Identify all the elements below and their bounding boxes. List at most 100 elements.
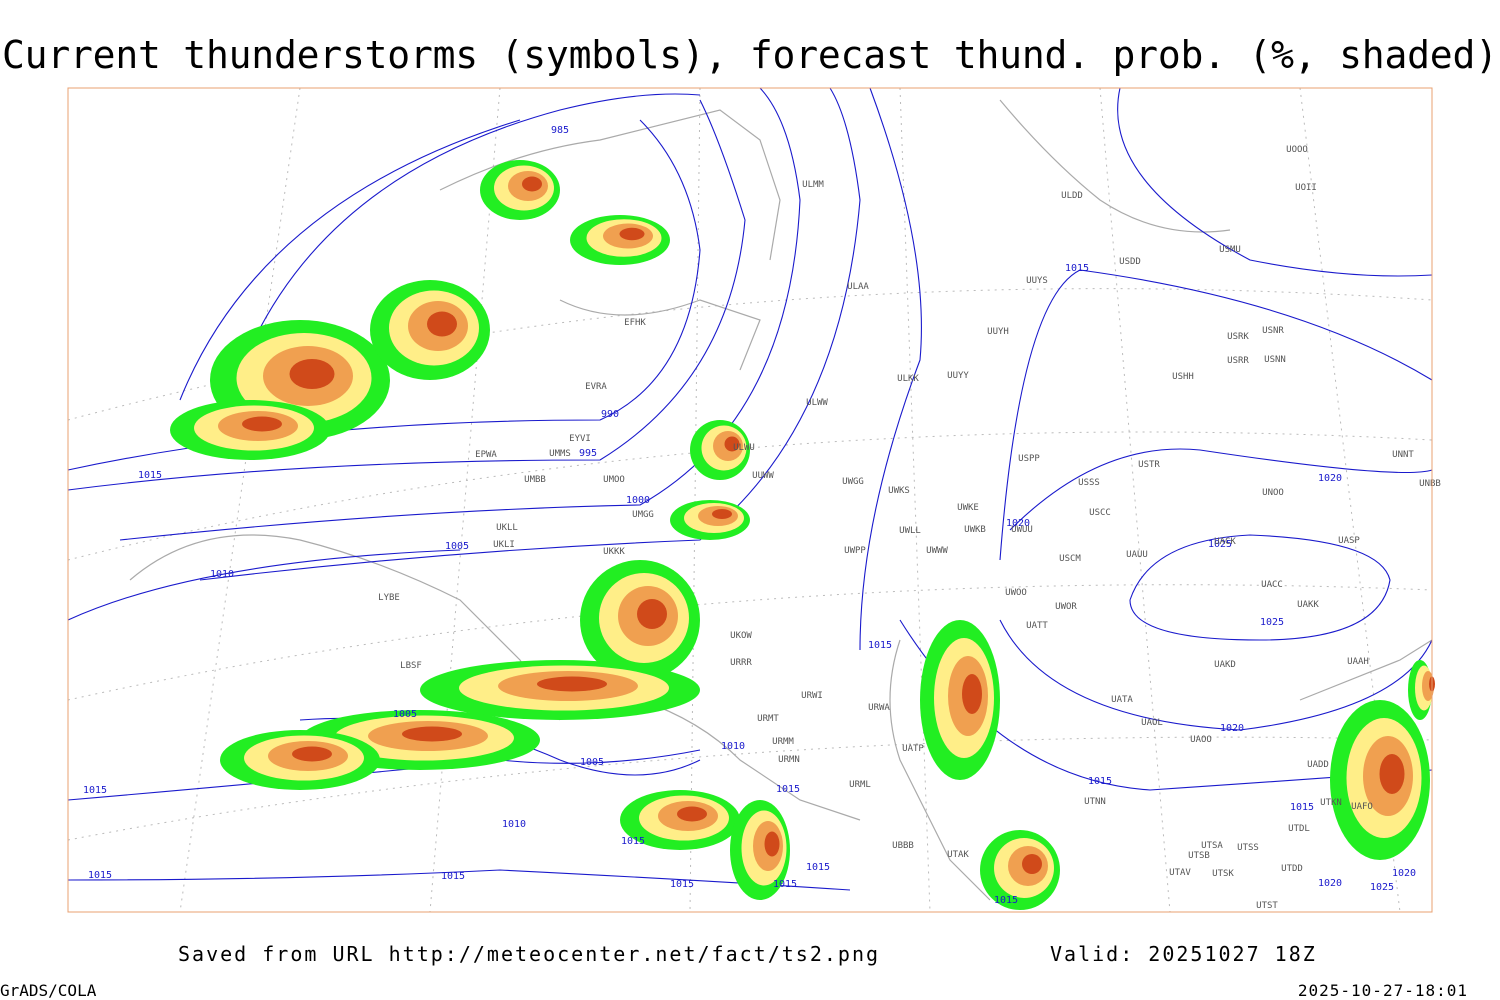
station-label: UWUU bbox=[1011, 525, 1033, 535]
station-label: URMT bbox=[757, 714, 779, 724]
isobar-label: 1000 bbox=[626, 495, 650, 506]
station-label: UADD bbox=[1307, 760, 1329, 770]
station-label: UNOO bbox=[1262, 488, 1284, 498]
station-label: UWKB bbox=[964, 525, 986, 535]
isobar-label: 1015 bbox=[138, 470, 162, 481]
station-label: UTSS bbox=[1237, 843, 1259, 853]
timestamp: 2025-10-27-18:01 bbox=[1298, 981, 1468, 1000]
station-label: UMMS bbox=[549, 449, 571, 459]
station-label: UOOO bbox=[1286, 145, 1308, 155]
station-label: USRR bbox=[1227, 356, 1249, 366]
isobar-label: 1010 bbox=[721, 741, 745, 752]
station-label: UTNN bbox=[1084, 797, 1106, 807]
prob-area bbox=[402, 726, 462, 742]
source-url: Saved from URL http://meteocenter.net/fa… bbox=[178, 942, 880, 966]
station-label: UWKE bbox=[957, 503, 979, 513]
isobar-label: 1005 bbox=[393, 709, 417, 720]
isobar-label: 1015 bbox=[670, 879, 694, 890]
station-label: UTAK bbox=[947, 850, 969, 860]
prob-area bbox=[292, 746, 332, 762]
station-label: USRK bbox=[1227, 332, 1249, 342]
isobar-label: 1010 bbox=[210, 569, 234, 580]
station-label: UUYS bbox=[1026, 276, 1048, 286]
isobar-label: 1015 bbox=[83, 785, 107, 796]
station-label: UAOO bbox=[1190, 735, 1212, 745]
isobar-label: 1015 bbox=[806, 862, 830, 873]
station-label: USMU bbox=[1219, 245, 1241, 255]
station-label: LYBE bbox=[378, 593, 400, 603]
station-label: UKKK bbox=[603, 547, 625, 557]
station-label: UTKN bbox=[1320, 798, 1342, 808]
isobar-label: 1015 bbox=[1065, 263, 1089, 274]
station-label: UASP bbox=[1338, 536, 1360, 546]
station-label: UKLI bbox=[493, 540, 515, 550]
station-label: UATP bbox=[902, 744, 924, 754]
station-label: UKOW bbox=[730, 631, 752, 641]
isobar-label: 1015 bbox=[776, 784, 800, 795]
isobar-label: 1020 bbox=[1006, 518, 1030, 529]
station-label: UNNT bbox=[1392, 450, 1414, 460]
prob-area bbox=[637, 599, 667, 629]
prob-area bbox=[427, 311, 457, 337]
isobar-label: 1020 bbox=[1392, 868, 1416, 879]
station-label: UTSK bbox=[1212, 869, 1234, 879]
station-label: UAAH bbox=[1347, 657, 1369, 667]
station-label: USDD bbox=[1119, 257, 1141, 267]
station-label: URMM bbox=[772, 737, 794, 747]
isobar-label: 1015 bbox=[994, 895, 1018, 906]
station-label: ULAA bbox=[847, 282, 869, 292]
isobar-label: 1020 bbox=[1318, 878, 1342, 889]
station-label: EPWA bbox=[475, 450, 497, 460]
station-label: USHH bbox=[1172, 372, 1194, 382]
station-label: UWOO bbox=[1005, 588, 1027, 598]
isobar-label: 1015 bbox=[773, 879, 797, 890]
station-label: USNN bbox=[1264, 355, 1286, 365]
station-label: UWPP bbox=[844, 546, 866, 556]
station-label: URWA bbox=[868, 703, 890, 713]
station-label: UATT bbox=[1026, 621, 1048, 631]
station-label: ULMM bbox=[802, 180, 824, 190]
prob-area bbox=[242, 416, 282, 432]
isobar-label: 995 bbox=[579, 448, 597, 459]
isobar-label: 1015 bbox=[88, 870, 112, 881]
isobar-label: 1015 bbox=[868, 640, 892, 651]
isobar-label: 985 bbox=[551, 125, 569, 136]
station-label: USTR bbox=[1138, 460, 1160, 470]
station-label: UAOL bbox=[1141, 718, 1163, 728]
isobar-label: 1005 bbox=[445, 541, 469, 552]
station-label: LBSF bbox=[400, 661, 422, 671]
station-label: URMN bbox=[778, 755, 800, 765]
station-label: EYVI bbox=[569, 434, 591, 444]
isobar-label: 1010 bbox=[502, 819, 526, 830]
station-label: UWKS bbox=[888, 486, 910, 496]
station-label: UOII bbox=[1295, 183, 1317, 193]
prob-area bbox=[619, 227, 645, 241]
software: GrADS/COLA bbox=[0, 981, 97, 1000]
station-label: UKLL bbox=[496, 523, 518, 533]
station-label: ULDD bbox=[1061, 191, 1083, 201]
isobar-label: 1015 bbox=[1290, 802, 1314, 813]
station-label: EFHK bbox=[624, 318, 646, 328]
station-label: UWWW bbox=[926, 546, 948, 556]
station-label: UNBB bbox=[1419, 479, 1441, 489]
station-label: USCM bbox=[1059, 554, 1081, 564]
station-label: UAKK bbox=[1297, 600, 1319, 610]
station-label: UTDL bbox=[1288, 824, 1310, 834]
prob-area bbox=[962, 674, 982, 714]
station-label: UTSB bbox=[1188, 851, 1210, 861]
map-frame bbox=[67, 87, 1433, 913]
station-label: URWI bbox=[801, 691, 823, 701]
isobar-label: 1025 bbox=[1370, 882, 1394, 893]
valid-time: Valid: 20251027 18Z bbox=[1050, 942, 1317, 966]
station-label: UUYH bbox=[987, 327, 1009, 337]
station-label: UBBB bbox=[892, 841, 914, 851]
station-label: UAFO bbox=[1351, 802, 1373, 812]
prob-area bbox=[1379, 754, 1405, 794]
station-label: ULWU bbox=[733, 443, 755, 453]
isobar-label: 1025 bbox=[1208, 539, 1232, 550]
station-label: UTSA bbox=[1201, 841, 1223, 851]
map-title: Current thunderstorms (symbols), forecas… bbox=[2, 33, 1498, 77]
station-label: EVRA bbox=[585, 382, 607, 392]
station-label: USSS bbox=[1078, 478, 1100, 488]
